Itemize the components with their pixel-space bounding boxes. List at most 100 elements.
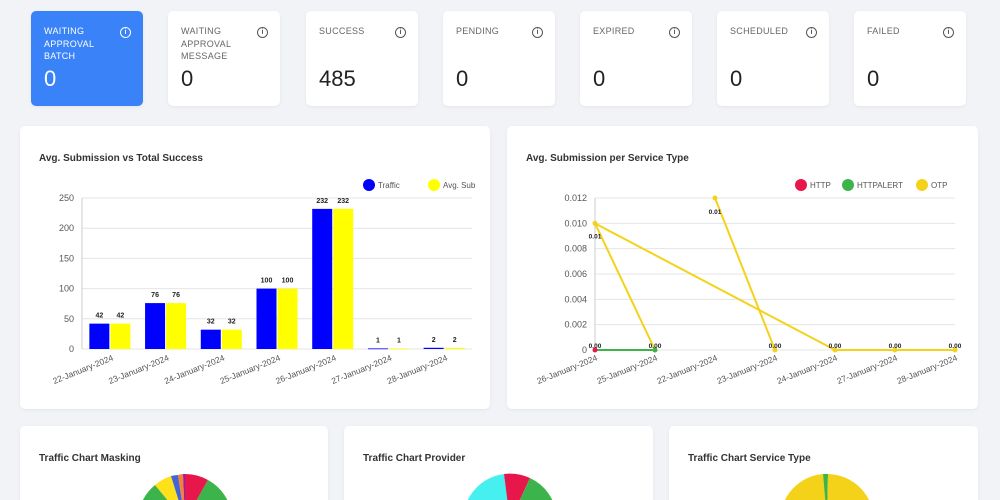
stat-label: WAITING APPROVAL BATCH bbox=[44, 26, 94, 61]
info-icon[interactable]: i bbox=[943, 27, 954, 38]
data-label: 100 bbox=[261, 278, 273, 285]
y-tick-label: 250 bbox=[59, 193, 74, 203]
legend-swatch-http bbox=[795, 179, 807, 191]
info-icon[interactable]: i bbox=[532, 27, 543, 38]
x-tick-label: 25-January-2024 bbox=[595, 352, 659, 385]
stat-label: WAITING APPROVAL MESSAGE bbox=[181, 26, 231, 61]
data-label: 1 bbox=[397, 337, 401, 344]
legend-swatch-httpalert bbox=[842, 179, 854, 191]
pie-slice bbox=[827, 474, 870, 500]
pie-slice bbox=[196, 480, 228, 500]
data-label: 42 bbox=[95, 313, 103, 320]
stat-value: 0 bbox=[867, 66, 880, 91]
info-icon[interactable]: i bbox=[257, 27, 268, 38]
data-label: 2 bbox=[432, 337, 436, 344]
provider-pie-panel: Traffic Chart Provider bbox=[344, 426, 653, 500]
pie-slice bbox=[178, 474, 185, 500]
stat-label: SUCCESS bbox=[319, 26, 365, 36]
info-icon[interactable]: i bbox=[120, 27, 131, 38]
series-line-otp bbox=[714, 197, 776, 351]
y-tick-label: 200 bbox=[59, 223, 74, 233]
stat-value: 0 bbox=[730, 66, 743, 91]
bar-chart-panel: Avg. Submission vs Total Success 0 50 100 1… bbox=[20, 126, 490, 409]
x-tick-label: 23-January-2024 bbox=[715, 352, 779, 385]
info-icon[interactable]: i bbox=[395, 27, 406, 38]
y-tick-label: 50 bbox=[64, 314, 74, 324]
series-line-otp bbox=[594, 222, 656, 351]
stat-label: SCHEDULED bbox=[730, 26, 789, 36]
y-tick-label: 0 bbox=[582, 345, 587, 355]
series-point-otp bbox=[892, 347, 898, 353]
service-type-pie-panel: Traffic Chart Service Type bbox=[669, 426, 978, 500]
x-tick-label: 26-January-2024 bbox=[535, 352, 599, 385]
x-tick-label: 22-January-2024 bbox=[51, 352, 115, 385]
bar bbox=[200, 329, 221, 349]
info-icon[interactable]: i bbox=[806, 27, 817, 38]
x-tick-label: 25-January-2024 bbox=[218, 352, 282, 385]
x-tick-label: 27-January-2024 bbox=[330, 352, 394, 385]
data-label: 100 bbox=[282, 278, 294, 285]
masking-pie-title: Traffic Chart Masking bbox=[39, 453, 141, 464]
data-label: 0.00 bbox=[769, 343, 782, 350]
data-label: 0.00 bbox=[649, 343, 662, 350]
stat-label: FAILED bbox=[867, 26, 900, 36]
x-tick-label: 22-January-2024 bbox=[655, 352, 719, 385]
stat-value: 485 bbox=[319, 66, 356, 91]
data-label: 0.00 bbox=[589, 343, 602, 350]
series-point-otp bbox=[712, 195, 718, 201]
stat-card-failed[interactable]: FAILED i 0 bbox=[854, 11, 966, 106]
bar bbox=[333, 208, 354, 349]
service-type-pie-chart bbox=[784, 473, 870, 500]
series-line-otp bbox=[594, 222, 955, 351]
masking-pie-panel: Traffic Chart Masking bbox=[20, 426, 328, 500]
series-point-httpalert bbox=[652, 347, 658, 353]
legend-label-avg-sub: Avg. Sub bbox=[443, 181, 476, 190]
data-label: 1 bbox=[376, 337, 380, 344]
stat-card-expired[interactable]: EXPIRED i 0 bbox=[580, 11, 692, 106]
x-tick-label: 27-January-2024 bbox=[835, 352, 899, 385]
bar bbox=[423, 347, 444, 349]
service-type-pie-title: Traffic Chart Service Type bbox=[688, 453, 811, 464]
series-point-otp bbox=[592, 220, 598, 226]
data-label: 232 bbox=[316, 198, 328, 205]
stat-card-waiting-approval-batch[interactable]: WAITING APPROVAL BATCH i 0 bbox=[31, 11, 143, 106]
data-label: 76 bbox=[151, 292, 159, 299]
provider-pie bbox=[467, 473, 553, 500]
y-tick-label: 0.010 bbox=[564, 218, 587, 228]
data-label: 2 bbox=[453, 337, 457, 344]
bar bbox=[312, 208, 333, 349]
stat-value: 0 bbox=[456, 66, 469, 91]
stat-card-success[interactable]: SUCCESS i 485 bbox=[306, 11, 418, 106]
y-tick-label: 150 bbox=[59, 253, 74, 263]
pie-slice bbox=[784, 474, 826, 500]
series-point-otp bbox=[772, 347, 778, 353]
bar bbox=[221, 329, 242, 349]
stat-card-waiting-approval-message[interactable]: WAITING APPROVAL MESSAGE i 0 bbox=[168, 11, 280, 106]
stat-value: 0 bbox=[181, 66, 194, 91]
data-label: 0.00 bbox=[949, 343, 962, 350]
y-tick-label: 0.008 bbox=[564, 244, 587, 254]
x-tick-label: 28-January-2024 bbox=[895, 352, 959, 385]
pie-slice bbox=[155, 476, 179, 500]
pie-slice bbox=[183, 473, 185, 500]
y-tick-label: 100 bbox=[59, 284, 74, 294]
line-chart-title: Avg. Submission per Service Type bbox=[526, 153, 689, 164]
provider-pie-chart bbox=[467, 473, 553, 500]
legend-swatch-otp bbox=[916, 179, 928, 191]
y-tick-label: 0.012 bbox=[564, 193, 587, 203]
info-icon[interactable]: i bbox=[669, 27, 680, 38]
stat-card-scheduled[interactable]: SCHEDULED i 0 bbox=[717, 11, 829, 106]
y-tick-label: 0 bbox=[69, 344, 74, 354]
data-label: 32 bbox=[228, 319, 236, 326]
y-tick-label: 0.004 bbox=[564, 294, 587, 304]
masking-pie bbox=[143, 473, 228, 500]
data-label: 232 bbox=[337, 198, 349, 205]
pie-slice bbox=[171, 475, 182, 500]
line-chart: 0 0.002 0.004 0.006 0.008 0.010 0.012 26-Januar… bbox=[535, 179, 962, 386]
data-label: 42 bbox=[116, 313, 124, 320]
bar bbox=[277, 288, 298, 349]
pie-slice bbox=[519, 478, 553, 500]
masking-pie-chart bbox=[143, 473, 228, 500]
stat-card-pending[interactable]: PENDING i 0 bbox=[443, 11, 555, 106]
